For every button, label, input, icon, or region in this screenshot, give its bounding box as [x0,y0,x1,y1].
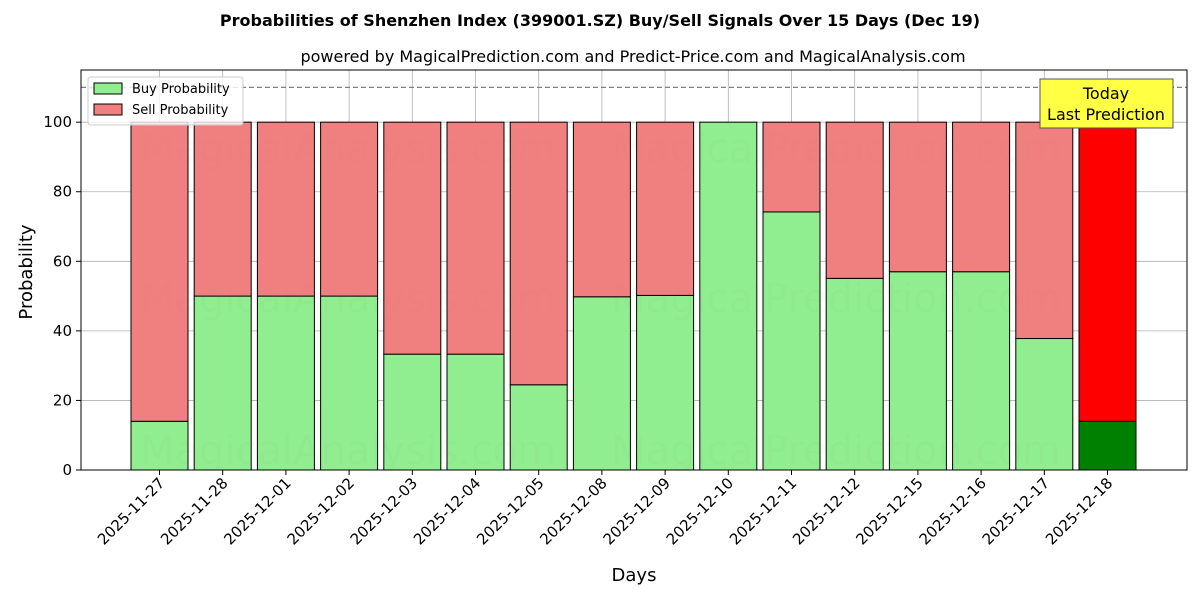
y-tick-label: 80 [53,183,72,201]
x-tick-label: 2025-12-11 [726,474,800,548]
bar-sell [1078,121,1137,422]
x-tick-label: 2025-12-03 [347,474,421,548]
bar-sell [762,121,821,213]
bar-sell [193,121,252,297]
x-tick-label: 2025-12-05 [473,474,547,548]
legend-label-sell: Sell Probability [132,103,229,118]
bar-buy [383,353,442,471]
bar-buy [825,277,884,471]
bar-sell [509,121,568,386]
y-axis: 0 20 40 60 80 100 [43,113,81,479]
x-tick-label: 2025-11-27 [94,474,168,548]
bar-buy [762,211,821,471]
x-tick-label: 2025-12-17 [979,474,1053,548]
legend: Buy Probability Sell Probability [87,76,244,126]
bar-buy [699,121,758,471]
x-axis-label: Days [612,565,657,586]
legend-label-buy: Buy Probability [132,82,230,97]
x-tick-label: 2025-12-04 [410,474,484,548]
plot-frame [80,69,1188,471]
y-axis-label: Probability [16,224,37,319]
watermark-text: MagicalPrediction.com [611,276,1061,322]
chart-title: Probabilities of Shenzhen Index (399001.… [220,11,980,30]
watermark-text: MagicalAnalysis.com [140,126,556,172]
watermark-text: MagicalPrediction.com [611,428,1061,474]
bar-buy [572,296,631,471]
bar-sell [952,121,1011,273]
bar-sell [446,121,505,355]
bars-group [130,121,1137,471]
bar-sell [572,121,631,298]
x-tick-label: 2025-12-09 [600,474,674,548]
x-tick-label: 2025-12-02 [284,474,358,548]
bar-sell [825,121,884,279]
watermark-text: MagicalAnalysis.com [140,276,556,322]
y-tick-label: 20 [53,391,72,409]
bar-buy [1078,420,1137,471]
x-tick-label: 2025-11-28 [157,474,231,548]
legend-swatch-sell [93,103,123,116]
x-tick-label: 2025-12-16 [916,474,990,548]
bar-sell [320,121,379,297]
bar-buy [952,271,1011,471]
bar-sell [888,121,947,273]
x-axis: 2025-11-272025-11-282025-12-012025-12-02… [94,470,1116,548]
x-tick-label: 2025-12-10 [663,474,737,548]
y-tick-label: 40 [53,322,72,340]
today-label-line1: Today [1082,84,1129,103]
watermark-text: MagicalAnalysis.com [140,428,556,474]
legend-box [87,76,244,126]
bar-buy [888,271,947,471]
today-label-box [1039,78,1174,129]
bar-sell [1015,121,1074,340]
y-tick-label: 0 [62,461,72,479]
bar-buy [320,295,379,471]
bar-buy [636,294,695,471]
y-tick-label: 100 [43,113,72,131]
x-tick-label: 2025-12-15 [852,474,926,548]
legend-swatch-buy [93,82,123,95]
today-annotation: Today Last Prediction [1039,78,1174,129]
bar-sell [130,121,189,422]
bar-buy [256,295,315,471]
bar-buy [509,384,568,471]
x-tick-label: 2025-12-18 [1042,474,1116,548]
today-label-line2: Last Prediction [1047,105,1165,124]
x-tick-label: 2025-12-01 [220,474,294,548]
x-tick-label: 2025-12-08 [536,474,610,548]
bar-sell [256,121,315,297]
chart-subtitle: powered by MagicalPrediction.com and Pre… [300,47,965,66]
x-tick-label: 2025-12-12 [789,474,863,548]
y-tick-label: 60 [53,252,72,270]
bar-sell [383,121,442,355]
bar-sell [636,121,695,296]
watermark-text: MagicalPrediction.com [611,126,1061,172]
